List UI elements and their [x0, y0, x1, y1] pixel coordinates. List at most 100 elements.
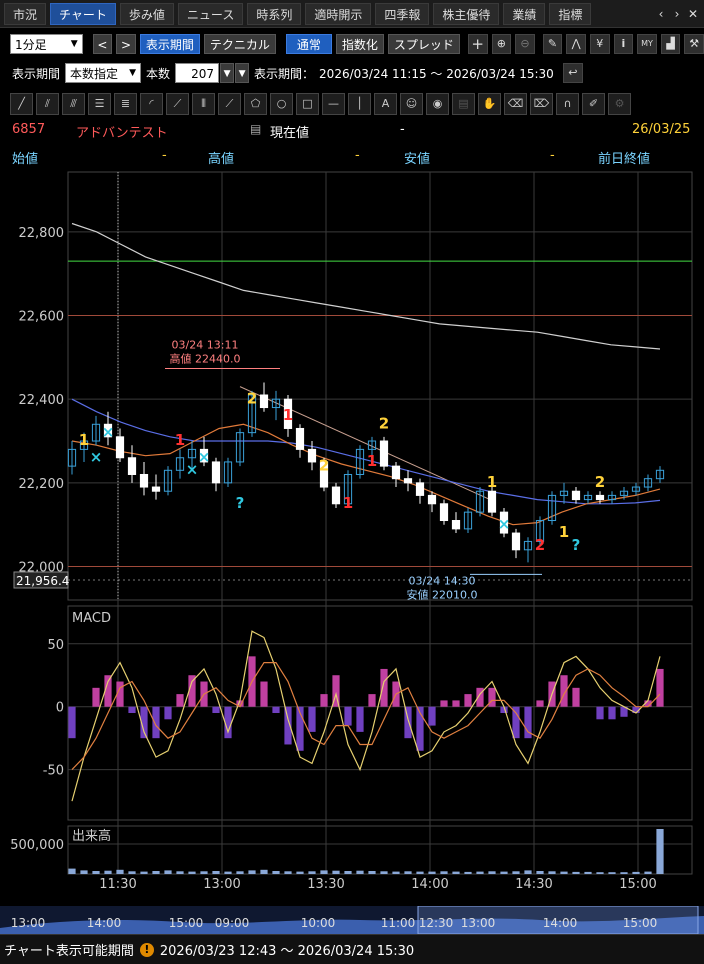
volume-bar — [476, 871, 484, 874]
macd-histogram-bar — [92, 687, 100, 707]
crosshair-icon[interactable]: + — [467, 34, 488, 54]
zoom-in-icon[interactable]: ⊕ — [491, 34, 512, 54]
candle-body — [475, 490, 485, 513]
document-icon[interactable]: ▤ — [250, 122, 262, 136]
tab-earnings[interactable]: 業績 — [503, 2, 546, 25]
candle-body — [67, 448, 77, 467]
current-price-tag: 21,956.4 — [16, 574, 69, 588]
yen-icon[interactable]: ¥ — [589, 34, 610, 54]
vertical-lines-tool-icon[interactable]: ⦀ — [192, 93, 215, 115]
close-icon[interactable]: ✕ — [687, 6, 699, 21]
arc-tool-icon[interactable]: ◜ — [140, 93, 163, 115]
tab-disclosure[interactable]: 適時開示 — [305, 2, 372, 25]
signal-label: × — [198, 448, 211, 466]
lock-pen-icon[interactable]: ✐ — [582, 93, 605, 115]
reset-icon[interactable]: ↩ — [562, 63, 583, 83]
signal-label: 1 — [559, 523, 569, 541]
fibonacci-tool-icon[interactable]: ≣ — [114, 93, 137, 115]
macd-histogram-bar — [656, 668, 664, 707]
macd-histogram-bar — [536, 700, 544, 707]
macd-histogram-bar — [224, 706, 232, 739]
macd-histogram-bar — [476, 687, 484, 707]
count-dropdown-icon[interactable]: ▼ — [235, 63, 250, 83]
info-icon[interactable]: i — [613, 34, 634, 54]
mode-spread-button[interactable]: スプレッド — [387, 34, 460, 54]
tab-timeseries[interactable]: 時系列 — [247, 2, 302, 25]
mode-normal-button[interactable]: 通常 — [285, 34, 332, 54]
pentagon-tool-icon[interactable]: ⬠ — [244, 93, 267, 115]
macd-panel-frame — [67, 605, 693, 821]
candle-body — [163, 469, 173, 492]
eraser-icon[interactable]: ⌫ — [504, 93, 527, 115]
area-chart-icon[interactable]: ▟ — [660, 34, 681, 54]
channel-tool-icon[interactable]: ⫻ — [62, 93, 85, 115]
signal-label: × — [186, 460, 199, 478]
fan-tool-icon[interactable]: ⟋ — [166, 93, 189, 115]
my-chart-icon[interactable]: MY — [637, 34, 657, 54]
gann-tool-icon[interactable]: ⟋ — [218, 93, 241, 115]
candle-body — [343, 473, 353, 505]
candle-body — [487, 490, 497, 513]
tab-benefits[interactable]: 株主優待 — [433, 2, 500, 25]
count-label: 本数 — [146, 66, 171, 81]
tab-ticks[interactable]: 歩み値 — [119, 2, 174, 25]
hline-tool-icon[interactable]: — — [322, 93, 345, 115]
stamp-icon[interactable]: ◉ — [426, 93, 449, 115]
next-button[interactable]: > — [116, 34, 136, 54]
candle-body — [367, 440, 377, 450]
tab-market[interactable]: 市況 — [4, 2, 47, 25]
macd-histogram-bar — [116, 681, 124, 707]
volume-bar — [488, 871, 496, 874]
chart-area[interactable]: 11:30 13:00 13:30 14:00 14:30 15:00 22,800 22,6… — [0, 170, 704, 906]
zoom-out-icon[interactable]: ⊖ — [515, 34, 535, 54]
macd-histogram-bar — [212, 706, 220, 713]
signal-label: ? — [572, 536, 581, 554]
macd-histogram-bar — [272, 706, 280, 713]
period-mode-select[interactable]: 本数指定 ▼ — [65, 63, 142, 83]
navigator-tick-label: 12:30 — [419, 916, 454, 930]
time-tick-label: 11:30 — [99, 877, 136, 892]
rectangle-tool-icon[interactable]: □ — [296, 93, 319, 115]
horizontal-lines-tool-icon[interactable]: ☰ — [88, 93, 111, 115]
vline-tool-icon[interactable]: │ — [348, 93, 371, 115]
interval-select[interactable]: 1分足 ▼ — [10, 34, 83, 54]
tab-shikiho[interactable]: 四季報 — [375, 2, 430, 25]
volume-bar — [536, 871, 544, 874]
count-spinner-icon[interactable]: ▼ — [220, 63, 235, 83]
chart-compare-icon[interactable]: ⋀ — [566, 34, 586, 54]
eraser-all-icon[interactable]: ⌦ — [530, 93, 553, 115]
count-input[interactable]: 207 — [175, 63, 220, 83]
low-annotation-time: 03/24 14:30 — [409, 574, 476, 587]
text-tool-icon[interactable]: A — [374, 93, 397, 115]
volume-bar — [140, 871, 148, 874]
navigator-svg[interactable]: 13:00 14:00 15:00 09:00 10:00 11:00 12:30 13:00… — [0, 905, 704, 935]
tab-scroll-right-icon[interactable]: › — [674, 6, 680, 21]
candle-body — [307, 448, 317, 463]
smiley-icon[interactable]: ☺ — [400, 93, 423, 115]
tab-indicators[interactable]: 指標 — [549, 2, 592, 25]
navigator-tick-label: 14:00 — [87, 916, 122, 930]
candle-body — [331, 486, 341, 505]
mode-index-button[interactable]: 指数化 — [335, 34, 384, 54]
wrench-icon[interactable]: ⚒ — [684, 34, 704, 54]
macd-title: MACD — [72, 611, 111, 626]
magnet-icon[interactable]: ∩ — [556, 93, 579, 115]
price-chart-svg[interactable]: 11:30 13:00 13:30 14:00 14:30 15:00 22,800 22,6… — [0, 170, 704, 906]
warning-icon[interactable]: ! — [139, 942, 154, 957]
circle-tool-icon[interactable]: ○ — [270, 93, 293, 115]
tab-news[interactable]: ニュース — [177, 2, 244, 25]
volume-bar — [272, 871, 280, 874]
technical-button[interactable]: テクニカル — [203, 34, 276, 54]
pen-icon[interactable]: ✎ — [542, 34, 563, 54]
stock-code: 6857 — [12, 122, 46, 137]
stock-name: アドバンテスト — [76, 126, 168, 141]
display-period-button[interactable]: 表示期間 — [139, 34, 200, 54]
tab-chart[interactable]: チャート — [50, 2, 116, 25]
tab-scroll-left-icon[interactable]: ‹ — [658, 6, 664, 21]
candle-body — [547, 494, 557, 522]
parallel-line-tool-icon[interactable]: ⫽ — [36, 93, 59, 115]
prev-button[interactable]: < — [92, 34, 113, 54]
trendline-tool-icon[interactable]: ╱ — [10, 93, 33, 115]
volume-bar — [236, 871, 244, 874]
time-navigator[interactable]: 13:00 14:00 15:00 09:00 10:00 11:00 12:30 13:00… — [0, 905, 704, 935]
